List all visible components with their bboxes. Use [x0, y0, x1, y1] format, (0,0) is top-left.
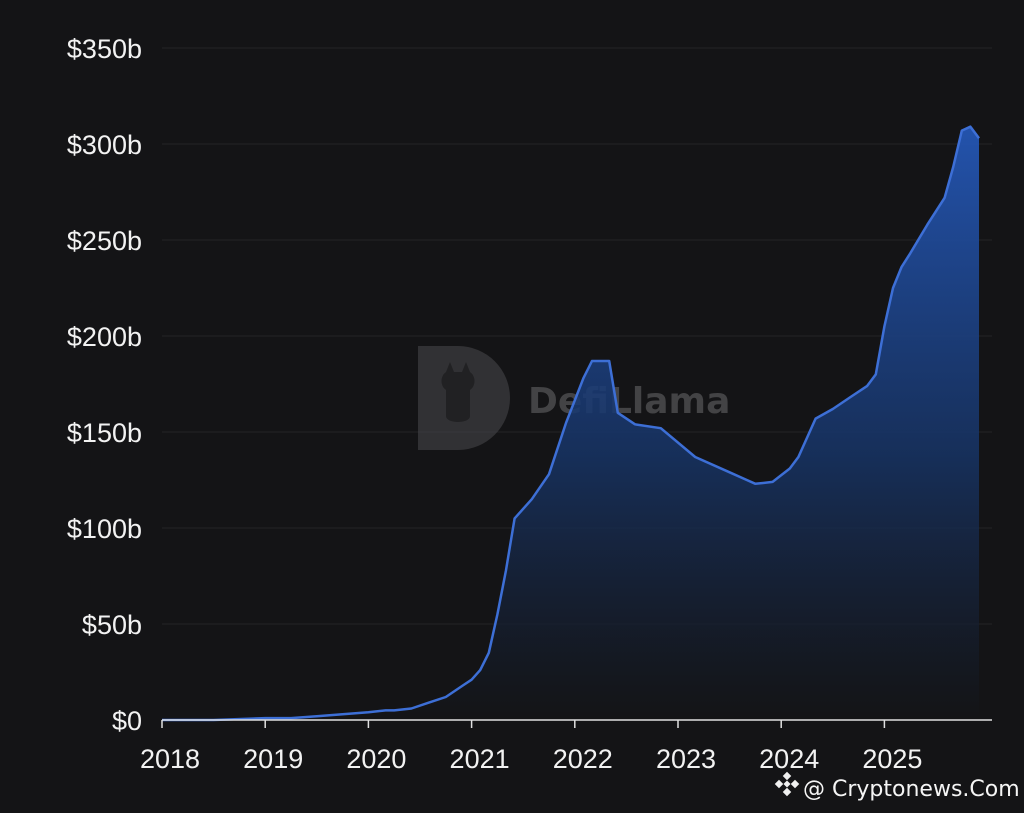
y-tick-label: $50b [82, 610, 142, 640]
x-tick-label: 2025 [862, 744, 922, 774]
binance-icon [774, 771, 800, 797]
x-tick-label: 2022 [553, 744, 613, 774]
x-tick-label: 2020 [346, 744, 406, 774]
y-tick-label: $0 [112, 706, 142, 736]
watermark-text: DefiLlama [528, 381, 730, 422]
credit-text: @ Cryptonews.Com [803, 777, 1020, 802]
x-tick-label: 2023 [656, 744, 716, 774]
y-tick-label: $150b [67, 418, 142, 448]
y-tick-label: $200b [67, 322, 142, 352]
y-tick-label: $250b [67, 226, 142, 256]
series-area [162, 126, 979, 720]
x-axis-ticks: 2018 2019 2020 2021 2022 2023 2024 2025 [140, 720, 922, 774]
defillama-watermark: DefiLlama [418, 346, 730, 450]
credit-badge: @ Cryptonews.Com [774, 771, 1020, 802]
series-line [162, 125, 981, 722]
y-axis-ticks: $0 $50b $100b $150b $200b $250b $300b $350b [67, 34, 142, 736]
x-tick-label: 2018 [140, 744, 200, 774]
x-tick-label: 2024 [759, 744, 819, 774]
y-tick-label: $300b [67, 130, 142, 160]
y-tick-label: $100b [67, 514, 142, 544]
y-tick-label: $350b [67, 34, 142, 64]
x-tick-label: 2021 [450, 744, 510, 774]
llama-icon [441, 362, 475, 422]
x-tick-label: 2019 [243, 744, 303, 774]
